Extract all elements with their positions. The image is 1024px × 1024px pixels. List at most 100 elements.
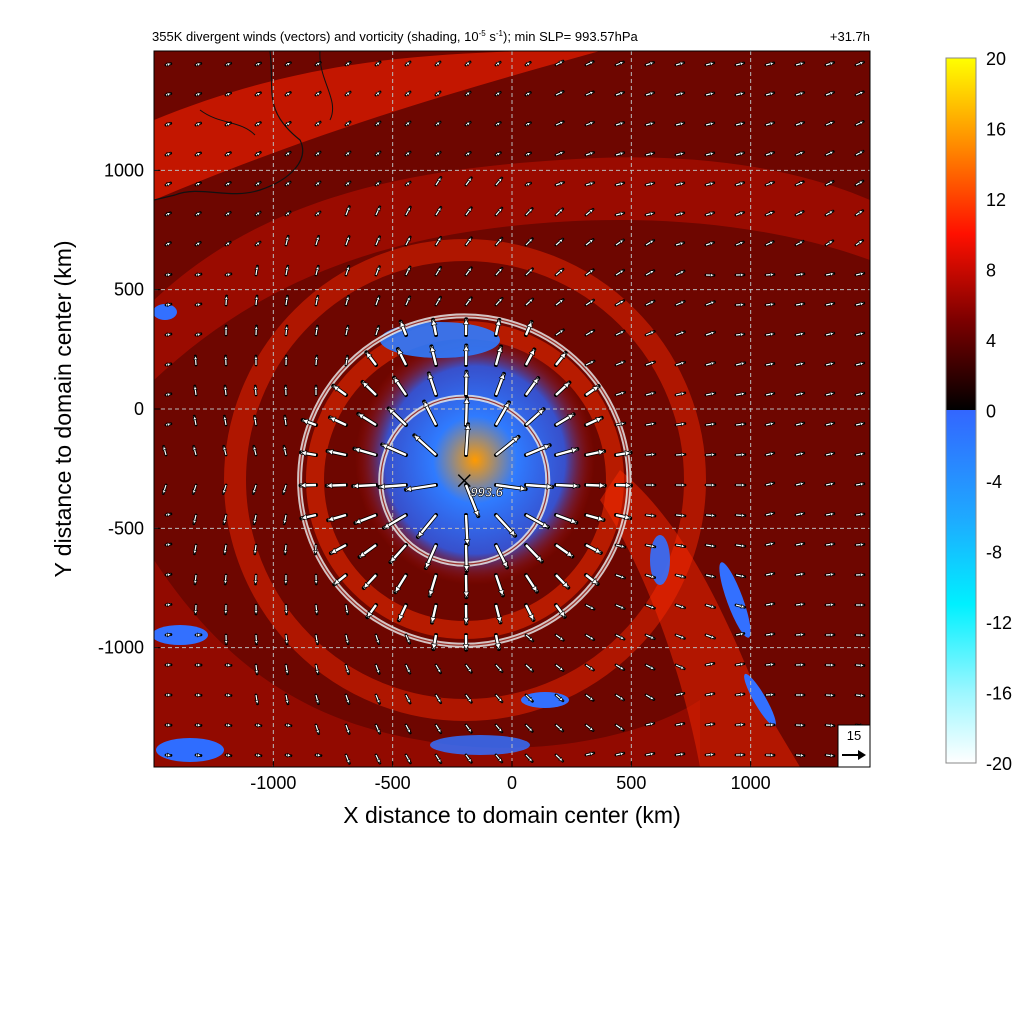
wind-vector xyxy=(494,513,518,538)
wind-vector xyxy=(734,361,747,367)
wind-vector xyxy=(434,90,442,97)
wind-vector xyxy=(524,121,532,127)
wind-vector xyxy=(854,331,866,337)
wind-vector xyxy=(614,90,625,97)
wind-vector xyxy=(854,693,866,698)
wind-vector xyxy=(223,384,228,397)
wind-vector xyxy=(254,240,262,247)
wind-vector xyxy=(674,421,687,427)
wind-vector xyxy=(764,451,776,457)
wind-vector xyxy=(353,513,378,526)
wind-vector xyxy=(614,543,627,549)
wind-vector xyxy=(704,482,717,488)
wind-vector xyxy=(404,663,412,675)
wind-vector xyxy=(794,421,806,427)
wind-vector xyxy=(764,511,776,517)
wind-vector xyxy=(824,662,836,668)
wind-vector xyxy=(704,272,716,278)
wind-vector xyxy=(824,331,836,337)
wind-vector xyxy=(313,573,319,586)
wind-vector xyxy=(734,421,747,427)
wind-vector xyxy=(224,240,232,247)
wind-vector xyxy=(794,391,806,397)
wind-vector xyxy=(494,483,528,492)
wind-vector xyxy=(194,151,202,157)
wind-vector xyxy=(764,91,776,97)
wind-vector xyxy=(298,481,318,489)
wind-vector xyxy=(464,176,473,187)
reference-vector-label: 15 xyxy=(847,728,861,743)
wind-vector xyxy=(434,265,443,277)
wind-vector xyxy=(194,240,202,247)
wind-vector xyxy=(584,359,596,367)
wind-vector xyxy=(764,601,776,607)
wind-vector xyxy=(252,444,258,457)
wind-vector xyxy=(734,573,747,579)
wind-vector xyxy=(314,354,319,367)
wind-vector xyxy=(764,61,776,67)
wind-vector xyxy=(614,329,626,337)
wind-vector xyxy=(704,573,717,579)
wind-vector xyxy=(584,384,601,397)
wind-vector xyxy=(524,693,534,703)
wind-vector xyxy=(524,543,544,564)
wind-vector xyxy=(284,752,293,758)
time-label: +31.7h xyxy=(830,29,870,44)
wind-vector xyxy=(164,272,173,278)
wind-vector xyxy=(614,360,626,367)
wind-vector xyxy=(704,452,717,458)
wind-vector xyxy=(313,384,319,397)
wind-vector xyxy=(614,663,626,671)
wind-vector xyxy=(192,414,198,427)
wind-vector xyxy=(494,206,504,217)
wind-vector xyxy=(284,150,292,157)
wind-vector xyxy=(824,451,836,457)
wind-vector xyxy=(494,151,502,157)
x-tick-label: 0 xyxy=(507,773,517,793)
colorbar-tick-label: 0 xyxy=(986,402,996,422)
wind-vector xyxy=(434,205,443,217)
y-tick-label: 0 xyxy=(134,399,144,419)
wind-vector xyxy=(164,422,173,428)
wind-vector xyxy=(734,603,747,609)
wind-vector xyxy=(404,723,412,735)
wind-vector xyxy=(164,121,173,127)
wind-vector xyxy=(584,415,604,427)
wind-vector xyxy=(388,543,408,565)
wind-vector xyxy=(614,573,626,580)
wind-vector xyxy=(224,722,233,728)
wind-vector xyxy=(284,180,292,187)
wind-vector xyxy=(794,272,806,277)
wind-vector xyxy=(398,319,408,337)
wind-vector xyxy=(352,446,378,457)
wind-vector xyxy=(674,360,686,367)
wind-vector xyxy=(554,180,565,187)
wind-vector xyxy=(524,573,539,594)
wind-vector xyxy=(644,693,656,701)
wind-vector xyxy=(344,354,350,367)
wind-vector xyxy=(404,60,412,67)
wind-vector xyxy=(824,150,835,157)
wind-vector xyxy=(794,662,806,668)
wind-vector xyxy=(734,752,746,758)
wind-vector xyxy=(434,723,443,735)
wind-vector xyxy=(614,211,626,217)
wind-vector xyxy=(194,181,202,187)
wind-vector xyxy=(464,663,473,674)
wind-vector xyxy=(794,180,805,187)
wind-vector xyxy=(360,380,378,397)
wind-vector xyxy=(524,513,550,530)
wind-vector xyxy=(644,573,657,579)
wind-vector xyxy=(524,237,534,247)
wind-vector xyxy=(794,91,806,97)
wind-vector xyxy=(434,753,443,764)
wind-vector xyxy=(644,60,655,67)
x-tick-label: 1000 xyxy=(731,773,771,793)
wind-vector xyxy=(614,299,626,307)
wind-vector xyxy=(252,543,258,556)
wind-vector xyxy=(464,296,473,307)
wind-vector xyxy=(404,693,412,705)
wind-vector xyxy=(614,633,626,641)
wind-vector xyxy=(704,151,716,157)
wind-vector xyxy=(644,211,656,217)
